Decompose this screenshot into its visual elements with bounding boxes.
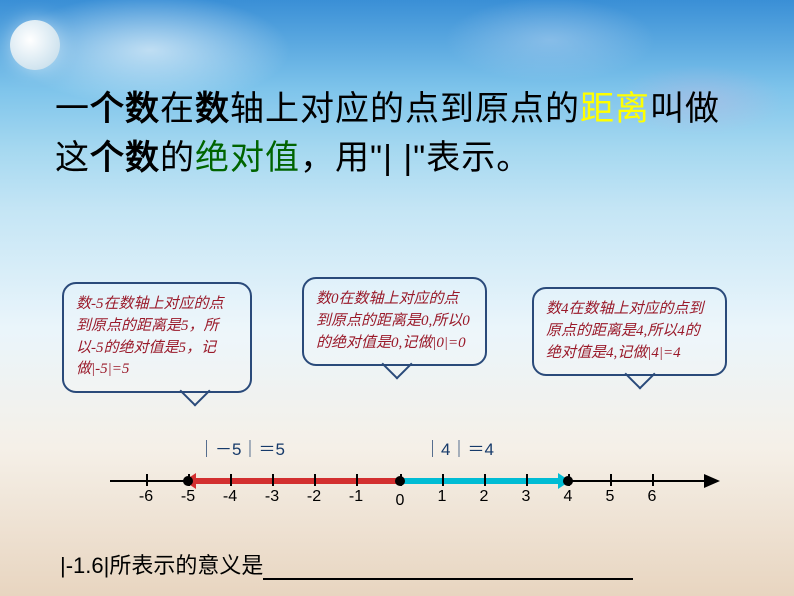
red-distance-arrow	[194, 478, 400, 484]
axis-tick	[442, 474, 444, 486]
text-part: 在	[160, 90, 195, 128]
number-line: -6 -5 -4 -3 -2 -1 0 1 2 3 4 5 6	[110, 466, 720, 516]
tick-label: -5	[181, 488, 195, 506]
tick-label: 4	[564, 488, 573, 506]
callout-zero: 数0在数轴上对应的点到原点的距离是0,所以0的绝对值是0,记做|0|=0	[302, 277, 487, 366]
axis-tick	[272, 474, 274, 486]
text-part: 轴上对应的点到原点的	[230, 90, 580, 128]
tick-label: -2	[307, 488, 321, 506]
tick-label: -6	[139, 488, 153, 506]
axis-dot	[563, 476, 573, 486]
tick-label: 2	[480, 488, 489, 506]
axis-tick	[230, 474, 232, 486]
question-text: |-1.6|所表示的意义是	[60, 548, 633, 580]
tick-label: -3	[265, 488, 279, 506]
axis-tick	[146, 474, 148, 486]
text-part: 个数	[90, 139, 160, 177]
text-part: 个数	[90, 90, 160, 128]
keyword-distance: 距离	[580, 90, 650, 128]
text-part: 的	[160, 139, 195, 177]
axis-dot	[395, 476, 405, 486]
label-abs-neg5: ｜－5｜＝5	[198, 435, 285, 460]
label-abs-4: ｜4｜＝4	[424, 435, 494, 460]
tick-label: 3	[522, 488, 531, 506]
axis-dot	[183, 476, 193, 486]
moon-decoration	[10, 20, 60, 70]
tick-label: -4	[223, 488, 237, 506]
tick-label: 0	[396, 492, 405, 510]
question-label: |-1.6|所表示的意义是	[60, 553, 263, 578]
axis-tick	[652, 474, 654, 486]
axis-tick	[314, 474, 316, 486]
tick-label: -1	[349, 488, 363, 506]
callout-neg5: 数-5在数轴上对应的点到原点的距离是5，所以-5的绝对值是5，记做|-5|=5	[62, 282, 252, 393]
tick-label: 6	[648, 488, 657, 506]
keyword-absvalue: 绝对值	[195, 139, 300, 177]
text-part: 数	[195, 90, 230, 128]
tick-label: 5	[606, 488, 615, 506]
cyan-distance-arrow	[400, 478, 560, 484]
callout-pos4: 数4在数轴上对应的点到原点的距离是4,所以4的绝对值是4,记做|4|=4	[532, 287, 727, 376]
text-part: 一	[55, 90, 90, 128]
blank-line	[263, 578, 633, 580]
axis-tick	[610, 474, 612, 486]
tick-label: 1	[438, 488, 447, 506]
text-part: ，用"| |"表示。	[300, 139, 531, 177]
axis-tick	[484, 474, 486, 486]
axis-arrowhead	[704, 474, 720, 488]
axis-tick	[356, 474, 358, 486]
definition-text: 一个数在数轴上对应的点到原点的距离叫做这个数的绝对值，用"| |"表示。	[55, 85, 754, 184]
axis-tick	[526, 474, 528, 486]
